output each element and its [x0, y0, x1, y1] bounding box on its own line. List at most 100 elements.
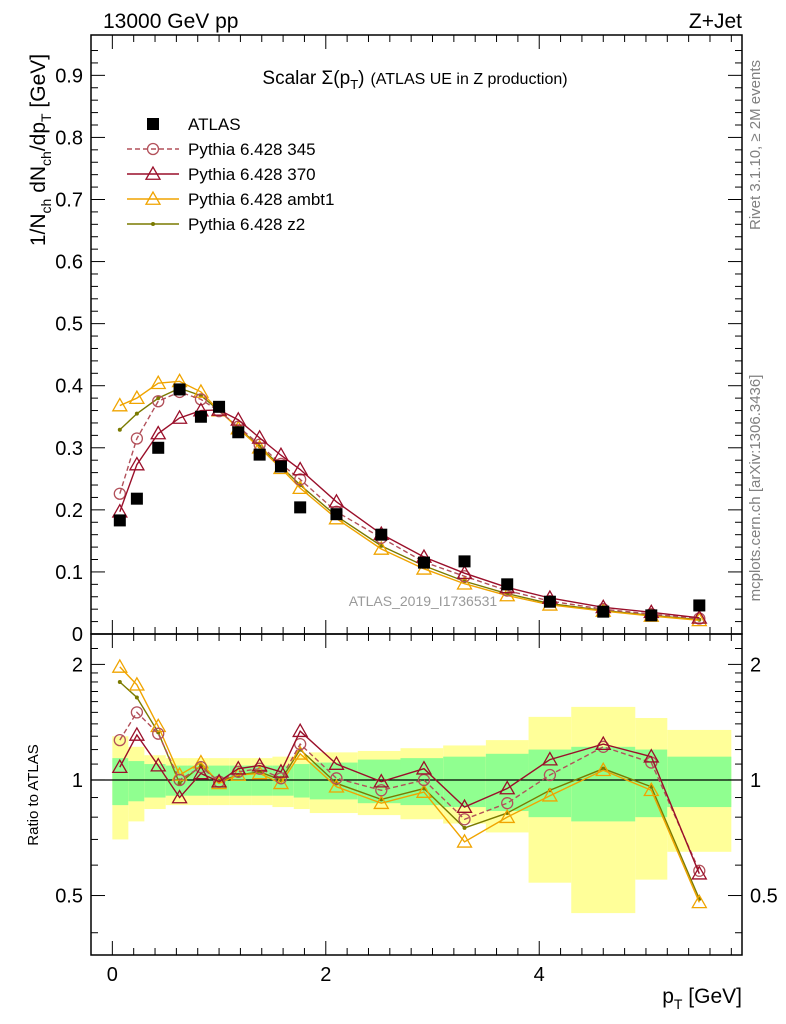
point-ambt1 — [456, 575, 473, 590]
point-atlas — [330, 508, 343, 521]
ratio-point-p370 — [415, 760, 433, 775]
ratio-point-p370 — [499, 780, 516, 795]
point-atlas — [274, 460, 287, 473]
point-atlas — [253, 448, 266, 461]
ratio-point-p370 — [171, 789, 188, 804]
band-green — [144, 764, 166, 798]
y-axis-label-ratio: Ratio to ATLAS — [25, 744, 42, 845]
ratio-plot-frame — [90, 633, 743, 956]
x-axis-label: pT [GeV] — [662, 985, 742, 1012]
ratio-point-p345 — [173, 773, 186, 787]
point-ambt1 — [691, 612, 708, 627]
y-tick-label: 0.8 — [55, 127, 83, 149]
point-atlas — [173, 383, 186, 396]
point-atlas — [693, 599, 706, 612]
ratio-point-ambt1 — [150, 717, 167, 733]
ratio-point-p370 — [150, 757, 167, 772]
y-tick-label: 0 — [72, 624, 83, 646]
band-green — [571, 746, 636, 822]
point-ambt1 — [128, 389, 146, 405]
ratio-y-tick-label-right: 2 — [750, 654, 761, 676]
y-tick-label: 0.9 — [55, 65, 83, 87]
point-atlas — [501, 578, 514, 591]
ratio-point-ambt1 — [292, 745, 309, 760]
ratio-point-ambt1 — [691, 894, 708, 909]
ratio-series-p370 — [111, 722, 708, 880]
point-p370 — [328, 493, 345, 508]
legend-marker-p345 — [146, 142, 160, 156]
legend-marker-z2 — [151, 222, 155, 226]
ratio-point-ambt1 — [595, 761, 612, 777]
ratio-point-p370 — [251, 757, 268, 772]
ratio-point-ambt1 — [456, 833, 473, 848]
ratio-point-p345 — [458, 813, 471, 826]
header-left: 13000 GeV pp — [103, 10, 238, 33]
plot-title: Scalar Σ(pT) (ATLAS UE in Z production) — [262, 68, 567, 92]
ratio-point-p345 — [501, 797, 514, 810]
series-atlas — [113, 383, 706, 622]
ratio-y-tick-label: 0.5 — [55, 886, 83, 908]
band-green — [293, 764, 310, 798]
ratio-point-p370 — [292, 722, 309, 738]
y-tick-label: 0.2 — [55, 500, 83, 522]
ratio-y-tick-label: 1 — [72, 770, 83, 792]
ratio-line-p370 — [119, 730, 700, 874]
point-p370 — [230, 411, 247, 426]
ratio-point-ambt1 — [373, 794, 390, 810]
ratio-point-z2 — [134, 695, 139, 700]
band-green — [443, 756, 486, 808]
ratio-point-p370 — [541, 751, 559, 766]
y-axis-label-main: 1/Nch dNch/dpT [GeV] — [27, 54, 54, 246]
ratio-y-tick-label: 2 — [72, 654, 83, 676]
point-atlas — [375, 528, 388, 541]
point-z2 — [117, 427, 122, 432]
legend: ATLAS Pythia 6.428 345 Pythia 6.428 370 Pyt… — [127, 115, 334, 234]
point-p370 — [128, 456, 146, 471]
legend-marker-ambt1 — [144, 190, 162, 205]
ratio-point-z2 — [601, 766, 606, 771]
ratio-point-p345 — [693, 864, 706, 877]
legend-item-p345: Pythia 6.428 345 — [127, 140, 316, 159]
y-tick-label: 0.1 — [55, 562, 83, 584]
y-tick-label: 0.6 — [55, 252, 83, 274]
y-tick-label: 0.3 — [55, 438, 83, 460]
top-panel-series — [111, 373, 708, 627]
ratio-point-p370 — [595, 735, 612, 751]
band-green — [112, 758, 129, 806]
legend-item-z2: Pythia 6.428 z2 — [127, 215, 305, 234]
ratio-point-ambt1 — [499, 808, 516, 824]
ratio-point-ambt1 — [210, 775, 228, 790]
analysis-watermark: ATLAS_2019_I1736531 — [349, 593, 498, 609]
series-line-z2 — [119, 387, 700, 621]
legend-marker-atlas — [147, 118, 159, 130]
ratio-point-p370 — [373, 773, 390, 788]
y-tick-label: 0.5 — [55, 314, 83, 336]
ratio-point-p370 — [272, 763, 290, 778]
ratio-point-p370 — [128, 726, 146, 741]
ratio-point-ambt1 — [643, 781, 660, 797]
point-atlas — [597, 605, 610, 618]
ratio-point-p370 — [111, 758, 128, 774]
ratio-point-p370 — [210, 773, 228, 788]
point-atlas — [213, 400, 226, 413]
ratio-point-p345 — [375, 784, 388, 797]
series-line-p370 — [119, 409, 700, 619]
x-tick-label: 0 — [107, 964, 118, 986]
ratio-point-p345 — [130, 706, 144, 719]
point-atlas — [232, 426, 245, 439]
ratio-point-ambt1 — [328, 778, 345, 793]
point-p345 — [152, 395, 165, 408]
data-series — [111, 373, 708, 909]
band-green — [667, 756, 732, 808]
ratio-point-p370 — [456, 798, 473, 813]
point-atlas — [130, 492, 143, 505]
point-ambt1 — [111, 397, 128, 412]
band-green — [528, 749, 572, 818]
point-ambt1 — [150, 374, 167, 390]
legend-label-p345: Pythia 6.428 345 — [188, 140, 316, 159]
ratio-point-p370 — [643, 748, 660, 763]
ratio-point-p345 — [543, 768, 557, 782]
point-atlas — [417, 556, 430, 569]
x-tick-label: 2 — [320, 964, 331, 986]
